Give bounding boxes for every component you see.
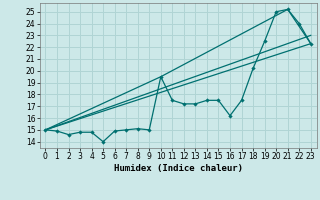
X-axis label: Humidex (Indice chaleur): Humidex (Indice chaleur) [114,164,243,173]
